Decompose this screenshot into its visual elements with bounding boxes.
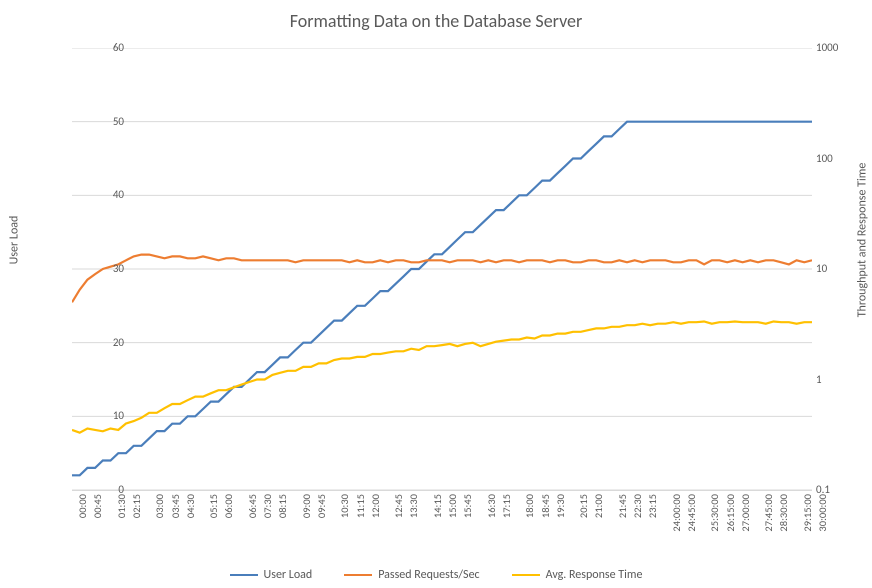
y-right-axis-label: Throughput and Response Time — [854, 0, 870, 480]
x-tick: 22:30 — [631, 494, 644, 518]
y-left-axis-label: User Load — [6, 0, 22, 480]
series-group — [72, 122, 812, 476]
x-tick: 06:00 — [222, 494, 235, 518]
series-line — [72, 122, 812, 476]
x-tick: 18:45 — [539, 494, 552, 518]
x-tick: 06:45 — [246, 494, 259, 518]
y-left-tick: 10 — [84, 409, 124, 422]
x-tick: 21:00 — [592, 494, 605, 518]
x-tick: 03:00 — [153, 494, 166, 518]
legend-label: Passed Requests/Sec — [378, 568, 479, 582]
x-tick: 15:00 — [446, 494, 459, 518]
y-right-tick: 10 — [816, 262, 856, 275]
x-tick: 30:00:00 — [816, 494, 829, 532]
x-tick: 26:15:00 — [724, 494, 737, 532]
y-right-tick: 100 — [816, 152, 856, 165]
legend-label: User Load — [264, 568, 313, 582]
legend-item-response-time: Avg. Response Time — [512, 568, 643, 582]
legend-swatch — [512, 574, 540, 576]
x-tick: 24:00:00 — [670, 494, 683, 532]
y-right-tick: 1 — [816, 373, 856, 386]
x-tick: 11:15 — [354, 494, 367, 518]
legend-item-passed-requests: Passed Requests/Sec — [344, 568, 479, 582]
legend-swatch — [230, 574, 258, 576]
x-tick: 27:00:00 — [739, 494, 752, 532]
x-tick: 12:45 — [392, 494, 405, 518]
x-tick: 03:45 — [169, 494, 182, 518]
y-left-tick: 20 — [84, 336, 124, 349]
chart-container: Formatting Data on the Database Server U… — [0, 0, 872, 588]
series-line — [72, 255, 812, 303]
x-tick: 00:45 — [91, 494, 104, 518]
x-tick: 25:30:00 — [708, 494, 721, 532]
x-tick: 14:15 — [431, 494, 444, 518]
x-tick: 04:30 — [184, 494, 197, 518]
legend-label: Avg. Response Time — [546, 568, 643, 582]
y-right-tick: 1000 — [816, 41, 856, 54]
x-tick: 05:15 — [207, 494, 220, 518]
y-left-tick: 50 — [84, 115, 124, 128]
x-tick: 27:45:00 — [762, 494, 775, 532]
legend-item-user-load: User Load — [230, 568, 313, 582]
x-tick: 24:45:00 — [685, 494, 698, 532]
x-tick: 29:15:00 — [801, 494, 814, 532]
x-tick: 08:15 — [276, 494, 289, 518]
x-tick: 13:30 — [407, 494, 420, 518]
y-left-tick: 30 — [84, 262, 124, 275]
x-tick: 20:15 — [577, 494, 590, 518]
x-tick: 16:30 — [485, 494, 498, 518]
x-tick: 15:45 — [461, 494, 474, 518]
y-left-tick: 60 — [84, 41, 124, 54]
gridlines — [72, 48, 812, 490]
legend: User Load Passed Requests/Sec Avg. Respo… — [0, 568, 872, 582]
plot-area — [72, 48, 812, 491]
x-tick: 18:00 — [523, 494, 536, 518]
x-tick: 12:00 — [369, 494, 382, 518]
x-tick: 07:30 — [261, 494, 274, 518]
x-tick: 17:15 — [500, 494, 513, 518]
legend-swatch — [344, 574, 372, 576]
x-tick: 09:45 — [315, 494, 328, 518]
chart-title: Formatting Data on the Database Server — [0, 10, 872, 32]
x-tick: 19:30 — [554, 494, 567, 518]
x-tick: 00:00 — [76, 494, 89, 518]
x-tick: 02:15 — [130, 494, 143, 518]
x-tick: 09:00 — [300, 494, 313, 518]
x-tick: 10:30 — [338, 494, 351, 518]
x-tick: 23:15 — [646, 494, 659, 518]
y-left-tick: 40 — [84, 188, 124, 201]
x-tick: 28:30:00 — [777, 494, 790, 532]
x-tick: 01:30 — [115, 494, 128, 518]
x-tick: 21:45 — [616, 494, 629, 518]
chart-svg — [72, 48, 812, 490]
